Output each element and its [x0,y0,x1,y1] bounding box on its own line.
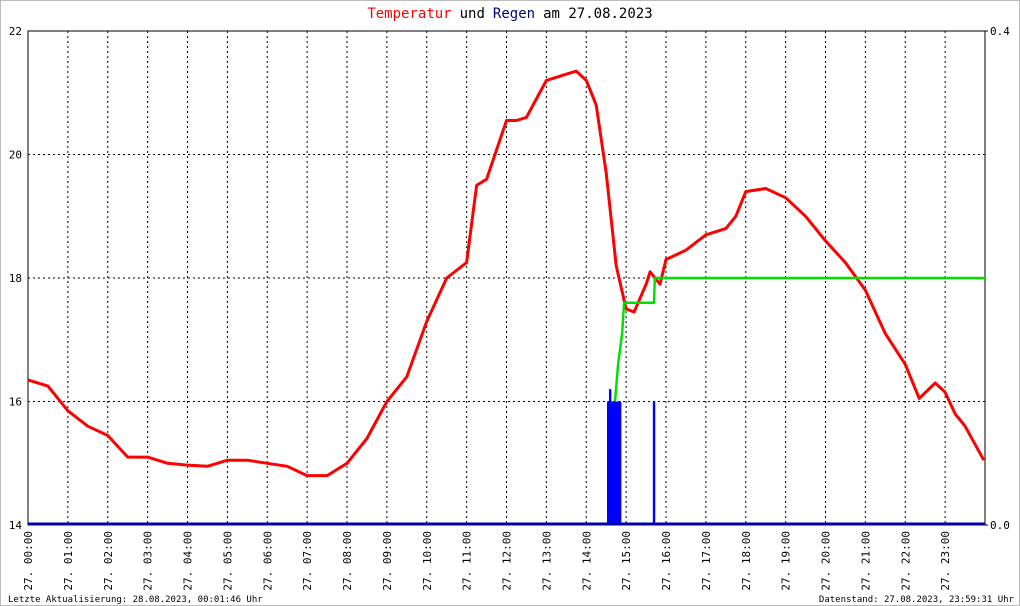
footer-left: Letzte Aktualisierung: 28.08.2023, 00:01… [8,595,263,605]
x-tick-label: 27. 20:00 [820,531,833,591]
x-tick-label: 27. 06:00 [261,531,274,591]
rain-bar [610,401,614,525]
y2-tick-label: 0.0 [990,519,1010,532]
title-part: am 27.08.2023 [543,6,653,22]
rain-bar [616,401,620,525]
x-tick-label: 27. 03:00 [142,531,155,591]
y-tick-label: 16 [9,396,22,409]
x-tick-label: 27. 17:00 [700,531,713,591]
x-tick-label: 27. 14:00 [580,531,593,591]
rain-bar [606,401,610,525]
y-tick-label: 14 [9,519,23,532]
x-tick-label: 27. 02:00 [102,531,115,591]
x-tick-label: 27. 10:00 [421,531,434,591]
rain-bar [652,401,656,525]
title-part: Temperatur [367,6,451,22]
x-tick-label: 27. 19:00 [780,531,793,591]
x-tick-label: 27. 23:00 [939,531,952,591]
y-tick-label: 18 [9,272,22,285]
y-tick-label: 22 [9,25,22,38]
x-tick-label: 27. 22:00 [899,531,912,591]
x-tick-label: 27. 08:00 [341,531,354,591]
rain-bar [608,389,612,525]
x-tick-label: 27. 16:00 [660,531,673,591]
y2-tick-label: 0.4 [990,25,1010,38]
x-tick-label: 27. 18:00 [740,531,753,591]
footer-right: Datenstand: 27.08.2023, 23:59:31 Uhr [819,595,1015,605]
rain-bar [618,401,622,525]
x-tick-label: 27. 07:00 [301,531,314,591]
x-tick-label: 27. 09:00 [381,531,394,591]
y-tick-label: 20 [9,149,22,162]
x-tick-label: 27. 01:00 [62,531,75,591]
title-part: und [460,6,485,22]
x-tick-label: 27. 13:00 [540,531,553,591]
x-tick-label: 27. 12:00 [501,531,514,591]
rain-sum-line [613,276,985,402]
rain-bar [612,401,616,525]
rain-bar [614,401,618,525]
x-tick-label: 27. 05:00 [221,531,234,591]
temperature-line [27,69,986,478]
x-tick-label: 27. 04:00 [182,531,195,591]
x-tick-label: 27. 15:00 [620,531,633,591]
chart-title: Temperatur und Regen am 27.08.2023 [367,6,652,22]
x-tick-label: 27. 00:00 [22,531,35,591]
title-part: Regen [493,6,535,22]
x-tick-label: 27. 21:00 [859,531,872,591]
x-tick-label: 27. 11:00 [461,531,474,591]
